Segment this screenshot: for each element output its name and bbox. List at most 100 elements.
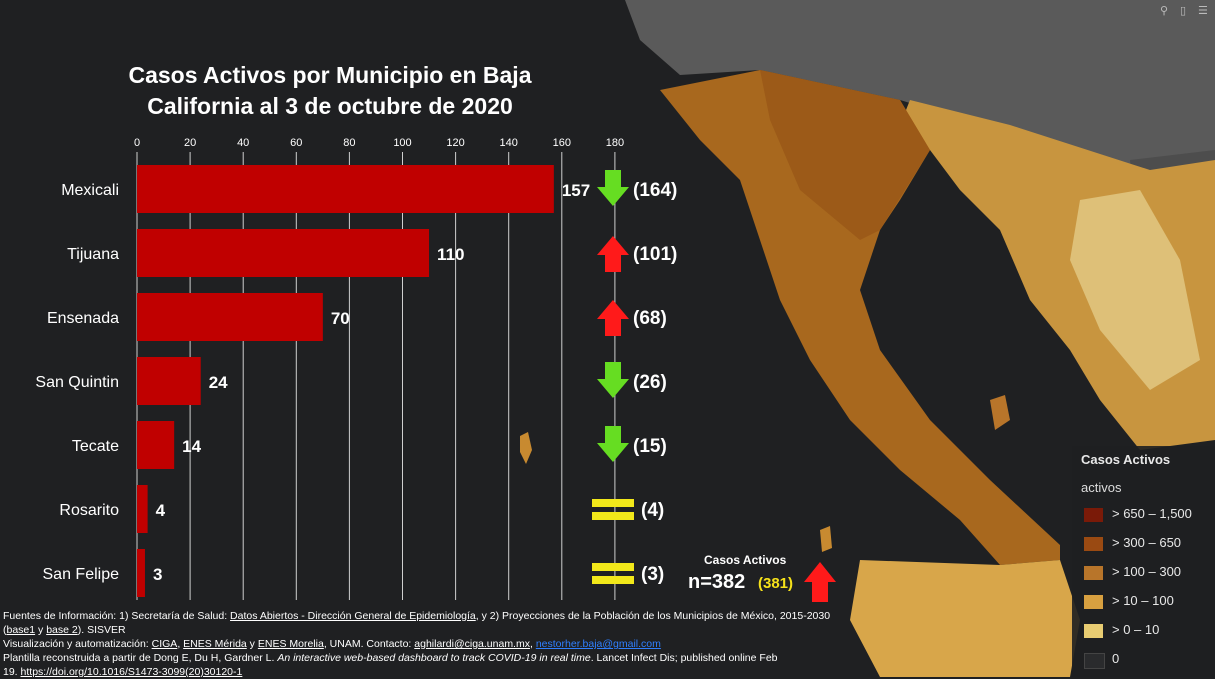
category-label: Mexicali <box>61 182 119 199</box>
map-island-1 <box>520 432 532 464</box>
total-previous-value: (381) <box>758 575 794 592</box>
link-ciga[interactable]: CIGA <box>151 638 178 650</box>
legend-label: > 0 – 10 <box>1112 622 1160 637</box>
x-tick-label: 80 <box>343 137 355 149</box>
x-tick-label: 120 <box>446 137 464 149</box>
arrow-up-icon <box>804 562 836 602</box>
legend-swatch <box>1084 595 1103 609</box>
footer-line-5: 19. https://doi.org/10.1016/S1473-3099(2… <box>3 665 943 679</box>
footer-text: y <box>246 638 258 650</box>
footer-text: ). SISVER <box>77 624 126 636</box>
legend-label: > 10 – 100 <box>1112 593 1174 608</box>
legend-swatch <box>1084 624 1103 638</box>
legend-swatch <box>1084 653 1105 669</box>
total-label: Casos Activos <box>704 553 787 567</box>
footer-text: Visualización y automatización: <box>3 638 152 650</box>
list-icon[interactable]: ☰ <box>1198 5 1208 17</box>
previous-value-label: (26) <box>633 372 667 393</box>
category-label: San Quintin <box>35 374 119 391</box>
legend-swatch <box>1084 566 1103 580</box>
arrow-down-icon <box>597 362 629 398</box>
bar <box>137 485 148 533</box>
chart-title: Casos Activos por Municipio en Baja Cali… <box>75 60 585 122</box>
legend-subtitle: activos <box>1081 480 1122 495</box>
equal-indicator-icon <box>592 563 634 571</box>
previous-value-label: (101) <box>633 244 677 265</box>
value-label: 157 <box>562 181 590 200</box>
x-tick-label: 180 <box>606 137 624 149</box>
link-doi[interactable]: https://doi.org/10.1016/S1473-3099(20)30… <box>20 666 243 678</box>
search-icon[interactable]: ⚲ <box>1160 5 1169 17</box>
legend-label: > 300 – 650 <box>1112 535 1182 550</box>
value-label: 110 <box>437 245 464 264</box>
x-tick-label: 140 <box>500 137 518 149</box>
previous-value-label: (4) <box>641 500 664 521</box>
legend-label: > 100 – 300 <box>1112 564 1182 579</box>
footer-text: y <box>35 624 47 636</box>
link-email-aghilardi[interactable]: aghilardi@ciga.unam.mx <box>414 638 530 650</box>
bar <box>137 293 323 341</box>
map-region-baja-north <box>660 70 1060 565</box>
x-tick-label: 40 <box>237 137 249 149</box>
link-base1[interactable]: base1 <box>6 624 36 636</box>
x-tick-label: 60 <box>290 137 302 149</box>
x-tick-label: 100 <box>393 137 411 149</box>
total-arrow-up-icon <box>804 562 836 602</box>
legend-label: 0 <box>1112 651 1120 666</box>
bar <box>137 421 175 469</box>
footer-line-1: Fuentes de Información: 1) Secretaría de… <box>3 609 943 623</box>
value-label: 3 <box>153 565 162 584</box>
bookmark-icon[interactable]: ▯ <box>1180 5 1187 17</box>
map-island-2 <box>820 526 832 552</box>
x-tick-label: 160 <box>553 137 571 149</box>
footer-line-2: (base1 y base 2). SISVER <box>3 623 943 637</box>
legend-swatch <box>1084 508 1103 522</box>
equal-indicator-icon <box>592 499 634 507</box>
legend-swatch <box>1084 537 1103 551</box>
category-label: San Felipe <box>43 566 120 583</box>
equal-indicator-icon <box>592 576 634 584</box>
category-label: Ensenada <box>47 310 119 327</box>
chart-title-line-1: Casos Activos por Municipio en Baja <box>128 62 532 88</box>
equal-indicator-icon <box>592 512 634 520</box>
chart-title-line-2: California al 3 de octubre de 2020 <box>147 93 513 119</box>
category-label: Tijuana <box>67 246 119 263</box>
link-enes-merida[interactable]: ENES Mérida <box>183 638 247 650</box>
x-tick-label: 0 <box>134 137 140 149</box>
legend-title: Casos Activos <box>1081 452 1171 467</box>
link-base2[interactable]: base 2 <box>46 624 78 636</box>
previous-value-label: (164) <box>633 180 677 201</box>
link-email-nestorher[interactable]: nestorher.baja@gmail.com <box>535 638 661 650</box>
x-tick-label: 20 <box>184 137 196 149</box>
previous-value-label: (68) <box>633 308 667 329</box>
footer-text: , UNAM. Contacto: <box>323 638 415 650</box>
legend-label: > 650 – 1,500 <box>1112 506 1192 521</box>
map-region-mexicali <box>760 70 930 240</box>
sources-footer: Fuentes de Información: 1) Secretaría de… <box>3 609 943 679</box>
bar <box>137 549 145 597</box>
footer-text: . Lancet Infect Dis; published online Fe… <box>590 652 778 664</box>
footer-article-title: An interactive web-based dashboard to tr… <box>277 652 591 664</box>
footer-text: Plantilla reconstruida a partir de Dong … <box>3 652 278 664</box>
map-legend: Casos Activos activos > 650 – 1,500 > 30… <box>1072 446 1215 677</box>
footer-text: 19. <box>3 666 21 678</box>
arrow-up-icon <box>597 236 629 272</box>
previous-value-label: (3) <box>641 564 664 585</box>
value-label: 70 <box>331 309 350 328</box>
map-land-north <box>625 0 1215 175</box>
map-island-3 <box>990 395 1010 430</box>
bar <box>137 229 430 277</box>
footer-text: , <box>177 638 184 650</box>
map-region-sonora-light <box>1070 190 1200 390</box>
value-label: 4 <box>156 501 166 520</box>
arrow-down-icon <box>597 426 629 462</box>
footer-text: Fuentes de Información: 1) Secretaría de… <box>3 610 231 622</box>
bar <box>137 165 554 213</box>
category-label: Tecate <box>72 438 119 455</box>
value-label: 24 <box>209 373 228 392</box>
footer-text: ( <box>3 624 7 636</box>
arrow-up-icon <box>597 300 629 336</box>
link-datos-abiertos[interactable]: Datos Abiertos - Dirección General de Ep… <box>230 610 476 622</box>
link-enes-morelia[interactable]: ENES Morelia <box>257 638 324 650</box>
